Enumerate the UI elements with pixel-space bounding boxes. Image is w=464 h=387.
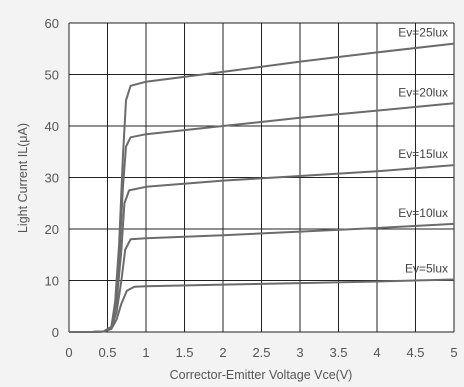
series-label: Ev=10lux (398, 206, 448, 220)
series-lines (69, 42, 455, 333)
series-label: Ev=20lux (398, 85, 448, 99)
y-tick-labels: 0 10 20 30 40 50 60 (45, 16, 59, 340)
x-tick-label: 2.5 (252, 345, 270, 360)
x-tick-label: 0 (65, 345, 72, 360)
y-tick-label: 0 (52, 325, 59, 340)
y-tick-label: 30 (45, 171, 59, 186)
y-axis-label: Light Current IL(μA) (16, 123, 30, 233)
y-tick-label: 60 (45, 16, 59, 31)
series-labels: Ev=5lux Ev=10lux Ev=15lux Ev=20lux Ev=25lux (398, 26, 448, 276)
series-label: Ev=5lux (405, 261, 448, 275)
y-tick-label: 10 (45, 274, 59, 289)
x-tick-label: 3.5 (329, 345, 347, 360)
x-tick-label: 4 (373, 345, 380, 360)
x-tick-label: 3 (296, 345, 303, 360)
y-tick-label: 20 (45, 222, 59, 237)
y-tick-label: 40 (45, 119, 59, 134)
series-label: Ev=25lux (398, 26, 448, 40)
x-tick-label: 5 (450, 345, 457, 360)
x-tick-label: 1 (142, 345, 149, 360)
x-tick-label: 1.5 (175, 345, 193, 360)
series-label: Ev=15lux (398, 147, 448, 161)
y-tick-label: 50 (45, 68, 59, 83)
x-tick-label: 2 (219, 345, 226, 360)
x-tick-label: 4.5 (406, 345, 424, 360)
x-tick-labels: 0 0.5 1 1.5 2 2.5 3 3.5 4 4.5 5 (65, 345, 457, 360)
series-line (69, 42, 455, 333)
x-tick-label: 0.5 (98, 345, 116, 360)
x-axis-label: Corrector-Emitter Voltage Vce(V) (170, 368, 353, 382)
